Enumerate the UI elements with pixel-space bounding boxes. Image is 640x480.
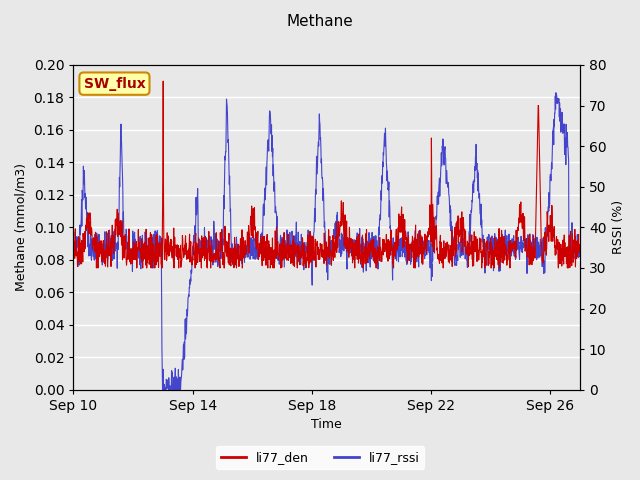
Text: Methane: Methane [287,14,353,29]
Text: SW_flux: SW_flux [84,77,145,91]
Y-axis label: Methane (mmol/m3): Methane (mmol/m3) [15,163,28,291]
Legend: li77_den, li77_rssi: li77_den, li77_rssi [216,446,424,469]
X-axis label: Time: Time [311,419,342,432]
Y-axis label: RSSI (%): RSSI (%) [612,200,625,254]
